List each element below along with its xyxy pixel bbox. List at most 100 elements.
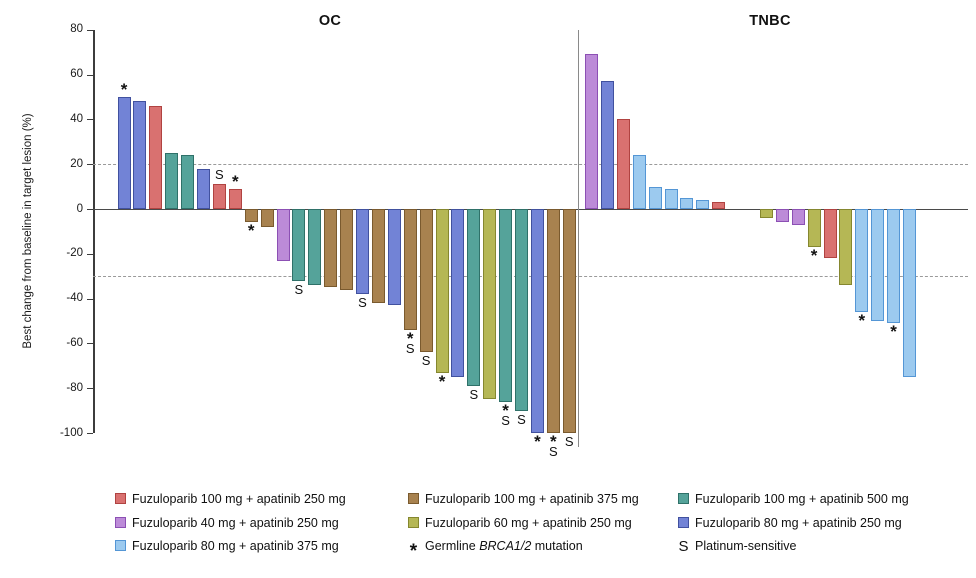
reference-line [93,164,968,166]
bar [775,209,789,223]
bar [451,209,465,377]
y-tick-label: -20 [66,247,83,260]
y-axis-label: Best change from baseline in target lesi… [22,113,34,349]
y-tick [87,388,93,390]
bar-flag: S [465,386,483,402]
y-tick-label: -60 [66,336,83,349]
bar-flag: * [226,171,244,191]
bar-flag: S [560,435,578,448]
panel-separator [578,30,579,447]
brca-mutation-marker: * [247,221,255,241]
bar [228,188,242,209]
y-tick-label: 20 [70,157,83,170]
zero-baseline [93,209,968,210]
legend-swatch [408,516,419,528]
bar [632,155,646,209]
reference-line [93,276,968,278]
legend-swatch [115,493,126,504]
bar [403,209,417,330]
bar [340,209,354,290]
bar-flag: S [513,411,531,427]
y-tick [87,119,93,121]
bar [260,209,274,227]
y-tick-label: -40 [66,292,83,305]
bar [197,168,210,209]
bar-flag: S [210,167,228,183]
legend-label: Fuzuloparib 80 mg + apatinib 250 mg [695,515,902,530]
bar [887,209,901,324]
bar [871,209,885,321]
bar [324,209,338,288]
bar [616,119,630,209]
bar [759,209,773,218]
bar-flag: * S [401,328,419,356]
y-tick-label: 40 [70,112,83,125]
bar [648,186,662,209]
y-tick [87,253,93,255]
y-tick [87,343,93,345]
bar [515,209,528,411]
bar-flag: * S [544,432,562,459]
bar [791,209,805,225]
bar [696,200,710,209]
legend-label: Fuzuloparib 100 mg + apatinib 375 mg [425,492,639,506]
brca-mutation-marker: * [406,328,414,348]
bar-flag: * [115,80,133,99]
platinum-sensitive-marker: S [517,411,526,427]
platinum-sensitive-marker: S [678,538,689,555]
brca-mutation-marker: * [549,432,557,451]
bar [133,101,147,209]
bar [276,209,290,261]
bar-flag: S [417,353,435,369]
bar [855,209,869,313]
brca-mutation-marker: * [120,80,128,99]
bar [585,54,598,209]
platinum-sensitive-marker: S [215,167,224,183]
bar [117,97,131,209]
brca-mutation-marker: * [502,400,509,420]
legend-label: Fuzuloparib 80 mg + apatinib 375 mg [132,539,339,553]
bar-flag: * [433,371,451,391]
bar [356,209,369,295]
y-tick-label: 0 [76,202,83,215]
platinum-sensitive-marker: S [294,281,304,297]
platinum-sensitive-marker: S [469,386,479,402]
legend-label: Fuzuloparib 40 mg + apatinib 250 mg [132,515,339,530]
bar [903,209,916,377]
y-tick [87,74,93,76]
bar [839,209,853,286]
brca-mutation-marker: * [438,371,446,391]
bar [244,209,258,223]
bar [467,209,481,386]
y-tick-label: -100 [59,426,83,439]
brca-mutation-marker: * [231,171,239,191]
legend-label: Platinum-sensitive [695,539,797,553]
legend-swatch [678,493,689,504]
bar [807,209,821,248]
bar-flag: * [805,246,823,266]
legend-label: Fuzuloparib 100 mg + apatinib 250 mg [132,492,346,506]
bar [387,209,401,306]
bar [419,209,433,353]
bar [562,209,576,433]
legend-label: Fuzuloparib 100 mg + apatinib 500 mg [695,492,909,506]
bar [308,209,322,286]
bar-flag: * S [497,400,515,427]
bar-flag: * [242,221,260,241]
legend-swatch [115,516,126,528]
panel-title-oc: OC [318,13,342,29]
bar-flag: S [354,296,372,309]
platinum-sensitive-marker: S [405,340,415,356]
brca-mutation-marker: * [409,541,418,562]
bar-flag: S [290,281,308,297]
bar [149,105,163,209]
bar-flag: * [853,312,871,329]
legend-label: Fuzuloparib 60 mg + apatinib 250 mg [425,515,632,530]
y-tick [87,433,93,434]
platinum-sensitive-marker: S [421,353,431,369]
brca-mutation-marker: * [810,246,818,266]
y-tick [87,164,93,166]
bar [546,209,560,433]
platinum-sensitive-marker: S [548,444,558,459]
